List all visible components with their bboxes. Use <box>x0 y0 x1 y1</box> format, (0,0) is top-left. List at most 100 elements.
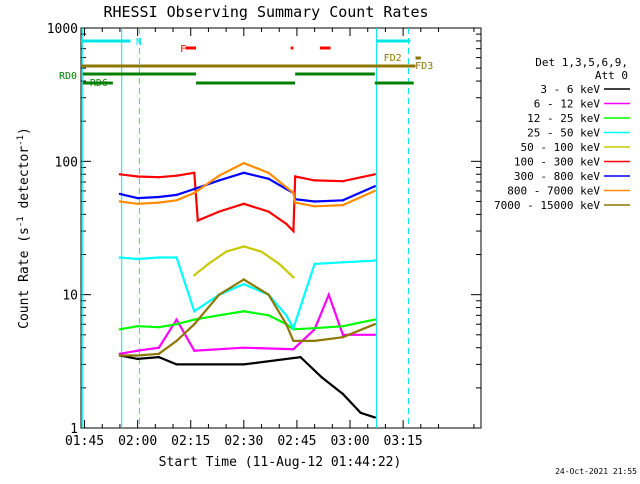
data-point <box>294 201 297 204</box>
timestamp-label: 24-Oct-2021 21:55 <box>555 467 637 476</box>
series-line-0 <box>119 354 376 419</box>
legend-label: 800 - 7000 keV <box>507 185 600 198</box>
data-point <box>157 176 161 179</box>
data-point <box>359 411 362 414</box>
data-point <box>292 348 295 351</box>
data-point <box>267 177 270 180</box>
data-point <box>175 193 178 197</box>
y-tick-label: 1000 <box>47 22 78 37</box>
data-point <box>313 200 316 203</box>
x-tick-label: 02:45 <box>277 434 316 449</box>
data-point <box>292 229 295 233</box>
data-point <box>193 310 196 313</box>
data-point <box>292 327 295 330</box>
data-point <box>292 339 295 343</box>
data-point <box>373 416 376 419</box>
data-point <box>118 200 122 203</box>
data-point <box>157 256 161 259</box>
data-point <box>313 179 316 182</box>
data-point <box>136 349 139 352</box>
data-point <box>313 339 316 343</box>
legend-label: 7000 - 15000 keV <box>494 199 600 212</box>
data-point <box>292 191 295 195</box>
data-point <box>285 314 288 317</box>
data-point <box>118 328 122 331</box>
data-point <box>373 189 376 193</box>
data-point <box>267 171 270 174</box>
data-point <box>175 199 178 202</box>
data-point <box>373 333 376 336</box>
data-point <box>242 278 245 281</box>
data-point <box>242 346 245 349</box>
series-line-7 <box>119 161 376 208</box>
data-point <box>207 262 210 266</box>
data-point <box>341 199 345 202</box>
data-point <box>242 161 245 165</box>
data-point <box>313 327 316 330</box>
data-point <box>341 325 345 328</box>
data-point <box>341 180 345 183</box>
rd6-label: RD6 <box>90 78 108 89</box>
data-point <box>136 354 139 357</box>
chart-title: RHESSI Observing Summary Count Rates <box>103 3 428 21</box>
data-point <box>136 257 139 261</box>
data-point <box>373 318 376 321</box>
data-point <box>118 354 122 357</box>
x-axis-label: Start Time (11-Aug-12 01:44:22) <box>159 455 402 470</box>
data-point <box>157 195 161 199</box>
data-point <box>242 282 245 286</box>
data-point <box>175 318 178 321</box>
x-tick-label: 01:45 <box>65 434 104 449</box>
data-point <box>341 336 345 339</box>
series-line-4 <box>193 245 295 279</box>
data-point <box>260 250 263 253</box>
data-point <box>118 192 122 196</box>
data-point <box>136 325 139 328</box>
data-point <box>373 185 376 188</box>
data-point <box>285 323 288 326</box>
data-point <box>136 357 139 361</box>
y-axis-label: Count Rate (s-1 detector-1) <box>16 127 32 329</box>
y-tick-label: 1 <box>70 422 78 437</box>
data-point <box>267 293 270 296</box>
data-point <box>175 174 178 177</box>
data-point <box>196 219 199 222</box>
data-point <box>242 245 245 248</box>
data-point <box>136 196 139 200</box>
data-point <box>118 352 122 355</box>
data-point <box>193 349 196 352</box>
data-point <box>217 179 221 182</box>
fd3-label: FD3 <box>415 61 433 72</box>
legend-label: 100 - 300 keV <box>514 156 600 169</box>
data-point <box>341 333 345 336</box>
rd0-label: RD0 <box>59 71 77 82</box>
x-tick-label: 02:15 <box>171 434 210 449</box>
data-point <box>373 259 376 262</box>
data-point <box>341 203 345 207</box>
fd2-label: FD2 <box>384 53 402 64</box>
x-tick-label: 03:15 <box>384 434 423 449</box>
data-point <box>175 339 178 343</box>
data-point <box>217 210 221 213</box>
data-point <box>320 376 323 379</box>
data-point <box>267 210 270 213</box>
data-point <box>175 363 178 366</box>
data-point <box>327 293 330 296</box>
legend-header: Att 0 <box>595 69 628 82</box>
data-point <box>242 363 245 366</box>
data-point <box>193 191 196 195</box>
data-point <box>193 318 196 321</box>
svg-text:Count Rate (s-1 detector-1): Count Rate (s-1 detector-1) <box>16 127 32 329</box>
legend-header: Det 1,3,5,6,9, <box>535 56 628 69</box>
series-line-6 <box>119 171 376 203</box>
data-point <box>118 256 122 259</box>
legend-label: 25 - 50 keV <box>527 127 600 140</box>
night-flag-label: N <box>136 37 142 48</box>
data-point <box>193 323 196 326</box>
data-point <box>341 261 345 264</box>
data-point <box>292 276 295 279</box>
flare-flag-label: F <box>180 44 186 55</box>
data-point <box>373 323 376 326</box>
data-point <box>175 256 178 259</box>
